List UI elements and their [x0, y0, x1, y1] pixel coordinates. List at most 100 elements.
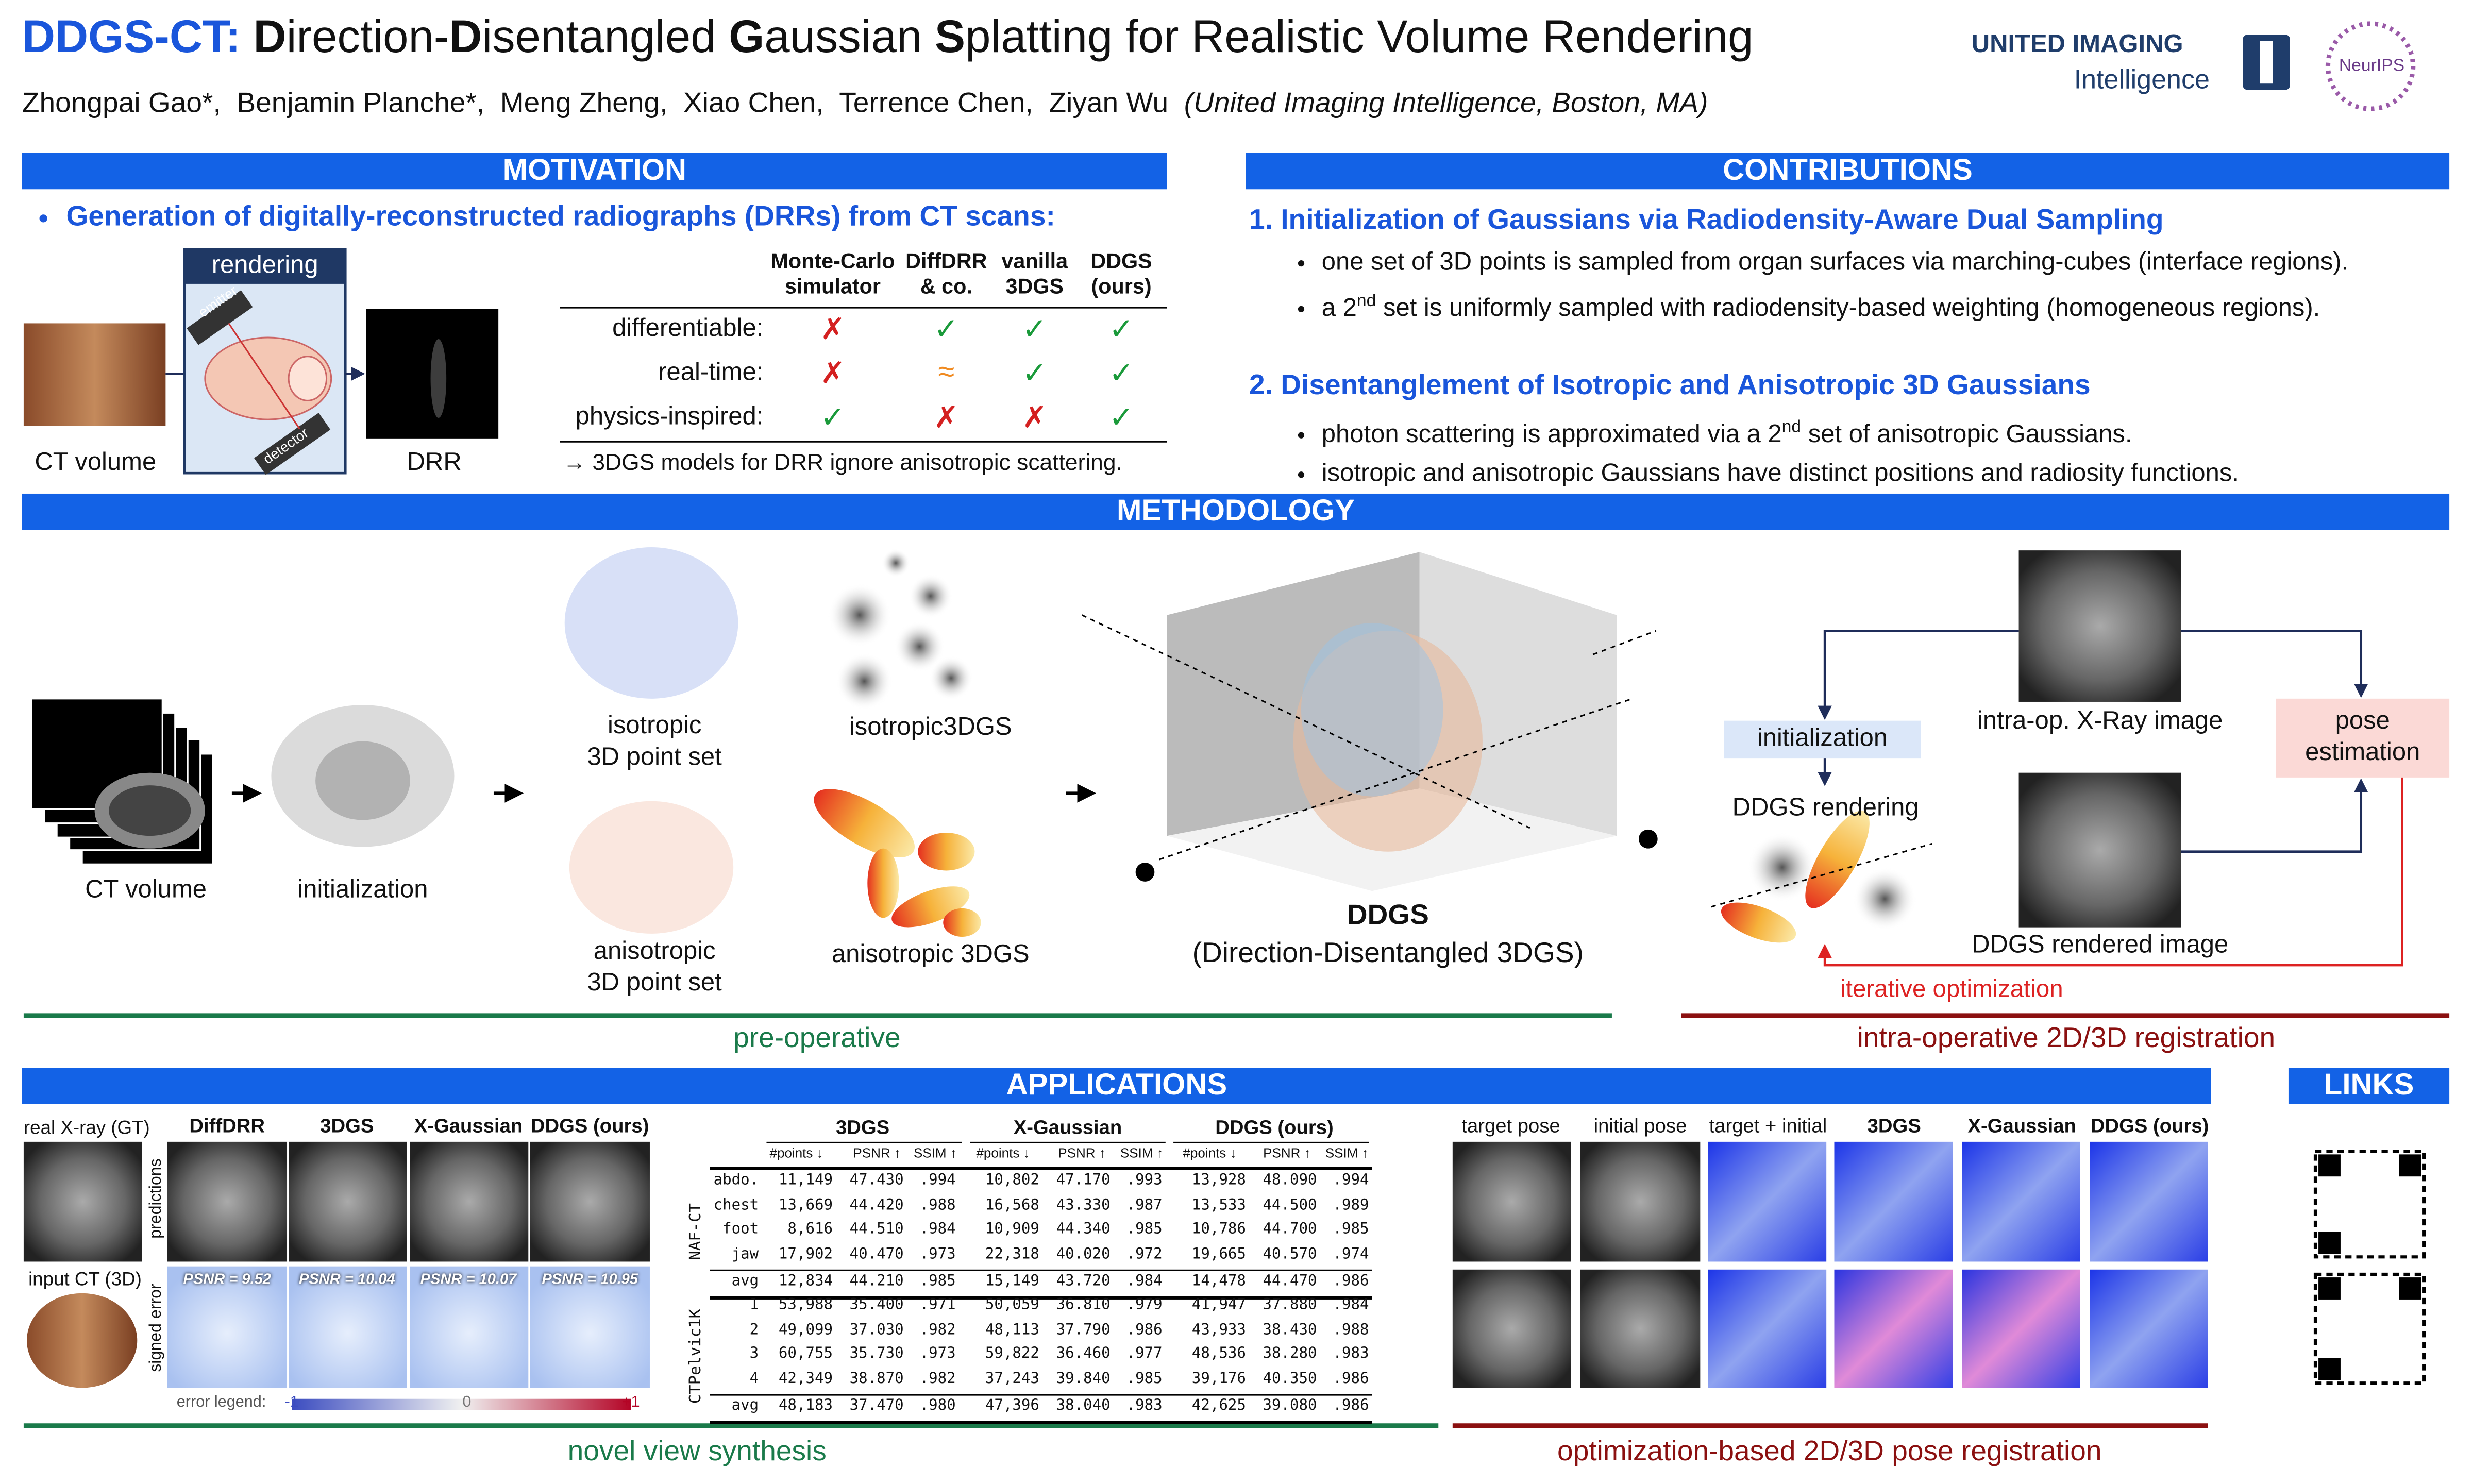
graphic [2318, 1358, 2341, 1380]
label: initialization [297, 876, 428, 904]
box-title: rendering [211, 252, 318, 279]
graphic [929, 656, 973, 700]
table-cell: 13,928 [1191, 1172, 1246, 1189]
graphic [1301, 622, 1443, 797]
graphic [1747, 832, 1817, 902]
bullet-list: one set of 3D points is sampled from org… [1322, 243, 2348, 328]
table-cell: 12,834 [778, 1272, 833, 1290]
cell-mark: ✓ [1108, 314, 1134, 347]
error-map [289, 1266, 407, 1388]
label: isotropic3DGS [849, 714, 1012, 741]
title-part: D [253, 12, 287, 63]
authors: Zhongpai Gao*, Benjamin Planche*, Meng Z… [22, 87, 1169, 119]
table-cell: 40.350 [1263, 1370, 1317, 1387]
gt-xray [23, 1141, 142, 1262]
metric-header: SSIM ↑ [1325, 1144, 1369, 1161]
emitter [187, 290, 253, 345]
psnr-label: PSNR = 10.07 [420, 1271, 517, 1289]
label-line: isotropic [607, 713, 702, 740]
section-caption: optimization-based 2D/3D pose registrati… [1557, 1435, 2102, 1467]
section-caption: pre-operative [733, 1022, 901, 1054]
table-cell: .986 [1333, 1370, 1369, 1387]
title-part: isentangled [482, 12, 729, 63]
section-caption: novel view synthesis [567, 1435, 827, 1467]
section-caption: intra-operative 2D/3D registration [1857, 1022, 2276, 1054]
column-header-line: (ours) [1091, 274, 1152, 298]
table-cell: .984 [1333, 1296, 1369, 1314]
table-cell: .986 [1126, 1321, 1163, 1338]
table-cell: .983 [1126, 1397, 1163, 1415]
legend-tick: +1 [621, 1394, 640, 1412]
section-heading: METHODOLOGY [22, 493, 2450, 530]
arrow [2181, 778, 2368, 853]
table-cell: 59,822 [985, 1345, 1039, 1363]
metric-header: SSIM ↑ [1120, 1144, 1164, 1161]
cell-mark: ✗ [820, 358, 846, 392]
table-cell: .984 [1126, 1272, 1163, 1290]
table-cell: .985 [1333, 1220, 1369, 1238]
logo-conference: NeurIPS [2339, 57, 2405, 76]
table-cell: .993 [1126, 1172, 1163, 1189]
rendered-image [2018, 772, 2181, 927]
cell-mark: ✓ [933, 314, 959, 347]
rule [710, 1393, 1372, 1395]
graphic [2090, 1269, 2208, 1388]
table-cell: .980 [919, 1397, 956, 1415]
table-cell: .971 [919, 1296, 956, 1314]
arrow [2181, 629, 2368, 698]
superscript: nd [1356, 292, 1376, 311]
table-cell: .988 [919, 1196, 956, 1214]
graphic [1711, 842, 1932, 908]
logo-shield-mark [2260, 41, 2273, 84]
table-cell: 44.340 [1056, 1220, 1111, 1238]
label-line: anisotropic [593, 938, 716, 966]
graphic [836, 653, 893, 710]
label: intra-op. X-Ray image [1977, 708, 2223, 735]
graphic [1805, 811, 1870, 908]
column-label: target + initial [1709, 1115, 1827, 1137]
table-cell: 36.460 [1056, 1345, 1111, 1363]
graphic [894, 621, 945, 672]
title-prefix: DDGS-CT: [22, 12, 241, 63]
table-cell: .984 [919, 1220, 956, 1238]
bullet: one set of 3D points is sampled from org… [1322, 243, 2348, 282]
group-header: 3DGS [836, 1116, 890, 1139]
table-cell: 39.080 [1263, 1397, 1317, 1415]
graphic [1834, 1269, 1953, 1388]
label-line: 3D point set [587, 744, 722, 771]
ray [228, 323, 300, 430]
bullet: photon scattering is approximated via a … [1322, 409, 2239, 455]
table-cell: .986 [1333, 1272, 1369, 1290]
label: anisotropic 3DGS [831, 941, 1030, 969]
table-cell: 53,988 [778, 1296, 833, 1314]
bullet-list: Generation of digitally-reconstructed ra… [35, 200, 1055, 233]
prediction-image [530, 1141, 650, 1262]
title-part: D [449, 12, 482, 63]
column-header: DDGS (ours) [1050, 249, 1192, 300]
cell-mark: ≈ [938, 356, 955, 390]
column-label: initial pose [1593, 1115, 1687, 1137]
row-label: jaw [731, 1245, 759, 1263]
label-line: estimation [2305, 739, 2420, 767]
label: DDGS rendered image [1972, 932, 2229, 959]
section-heading: CONTRIBUTIONS [1246, 153, 2450, 190]
label: DDGS [1347, 899, 1429, 931]
contribution-title: 1. Initialization of Gaussians via Radio… [1249, 203, 2164, 235]
rule [710, 1421, 1372, 1424]
bullet-list: photon scattering is approximated via a … [1322, 409, 2239, 494]
table-cell: 10,909 [985, 1220, 1039, 1238]
title-part: irection- [286, 12, 449, 63]
method-label: DDGS (ours) [530, 1115, 649, 1137]
table-cell: 38.430 [1263, 1321, 1317, 1338]
error-map [530, 1266, 650, 1388]
metric-header: #points ↓ [1183, 1144, 1237, 1161]
anisotropic-gaussians [814, 789, 981, 937]
row-label: 4 [749, 1370, 759, 1387]
rendering-box-header [184, 249, 346, 284]
table-cell: 38.280 [1263, 1345, 1317, 1363]
init-point-cloud [271, 705, 455, 847]
logo-company-sub: Intelligence [2074, 64, 2210, 95]
metric-header: PSNR ↑ [1058, 1144, 1106, 1161]
table-cell: 40.470 [849, 1245, 904, 1263]
